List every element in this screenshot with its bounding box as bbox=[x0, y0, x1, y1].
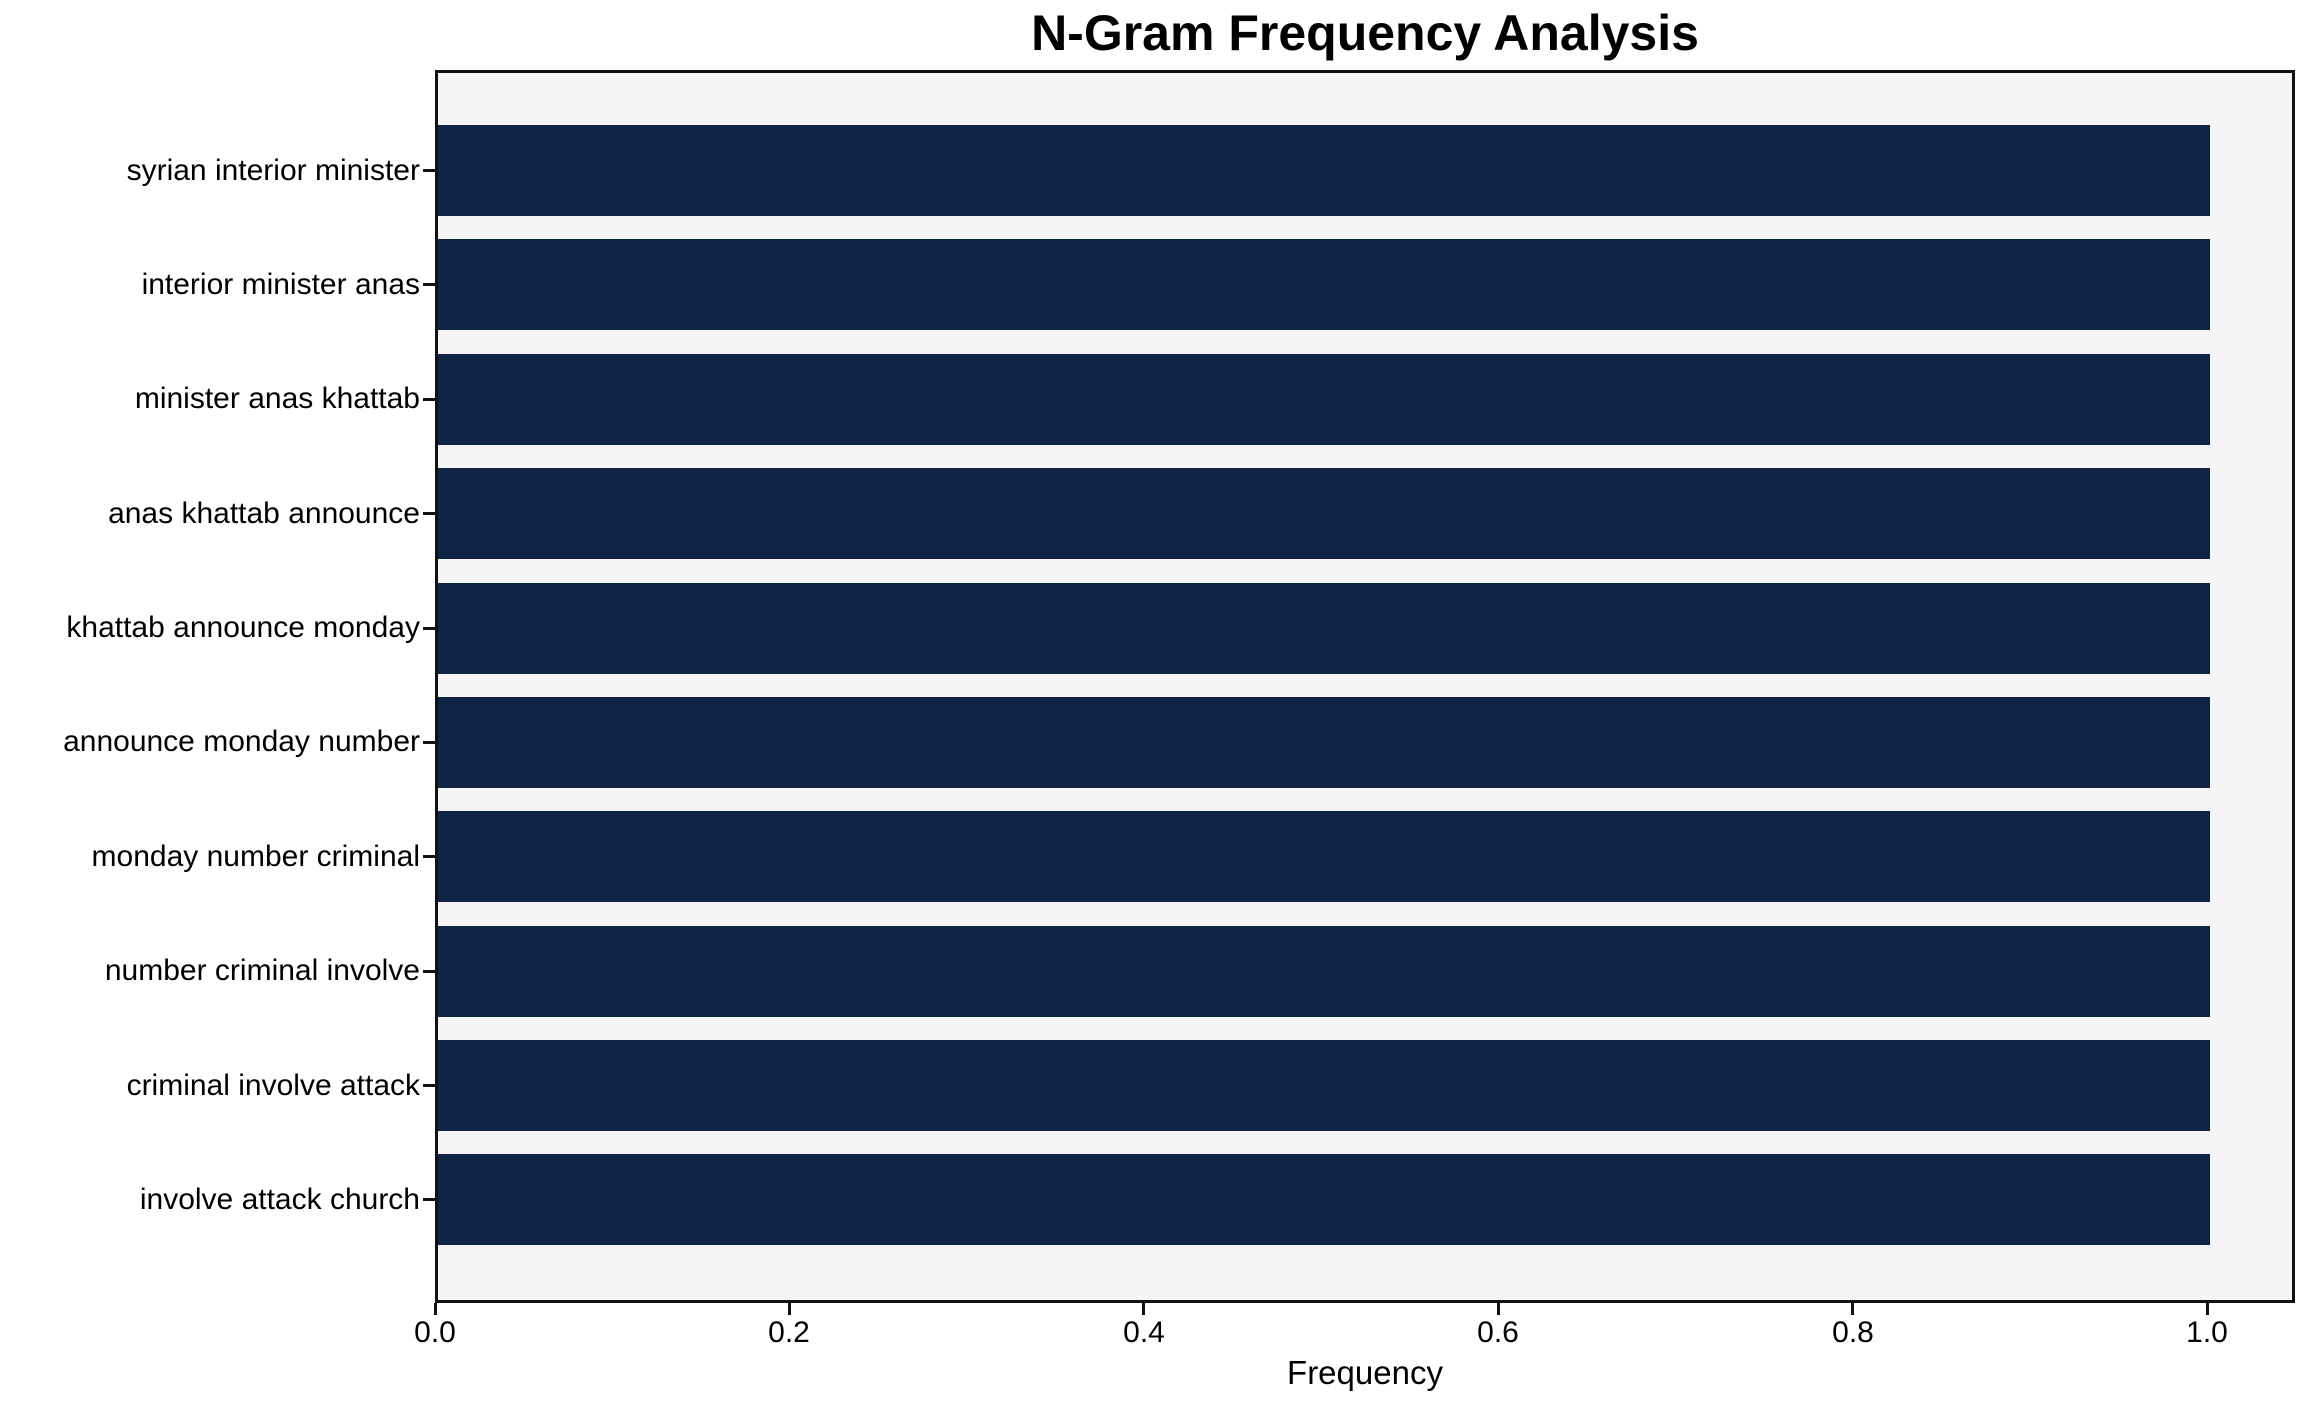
bar bbox=[438, 1040, 2210, 1131]
y-tick-label: number criminal involve bbox=[104, 954, 420, 987]
y-tick-label: minister anas khattab bbox=[134, 382, 420, 415]
bar bbox=[438, 125, 2210, 216]
plot-area bbox=[435, 70, 2295, 1303]
y-tick-mark bbox=[423, 398, 435, 401]
chart-title: N-Gram Frequency Analysis bbox=[1031, 5, 1699, 61]
y-tick-label: khattab announce monday bbox=[66, 611, 420, 644]
x-tick-mark bbox=[788, 1303, 791, 1315]
x-tick-label: 1.0 bbox=[2186, 1316, 2228, 1349]
bar bbox=[438, 697, 2210, 788]
y-tick-mark bbox=[423, 970, 435, 973]
y-tick-mark bbox=[423, 1084, 435, 1087]
x-tick-label: 0.8 bbox=[1832, 1316, 1874, 1349]
y-tick-label: anas khattab announce bbox=[108, 497, 420, 530]
y-tick-mark bbox=[423, 512, 435, 515]
bar bbox=[438, 811, 2210, 902]
x-tick-mark bbox=[2206, 1303, 2209, 1315]
x-tick-mark bbox=[434, 1303, 437, 1315]
x-tick-label: 0.0 bbox=[414, 1316, 456, 1349]
y-tick-mark bbox=[423, 283, 435, 286]
x-tick-label: 0.2 bbox=[768, 1316, 810, 1349]
x-tick-mark bbox=[1142, 1303, 1145, 1315]
y-tick-label: involve attack church bbox=[139, 1183, 420, 1216]
y-tick-mark bbox=[423, 169, 435, 172]
bar bbox=[438, 926, 2210, 1017]
y-tick-mark bbox=[423, 741, 435, 744]
y-tick-label: monday number criminal bbox=[91, 840, 420, 873]
bar bbox=[438, 468, 2210, 559]
bar bbox=[438, 583, 2210, 674]
bar bbox=[438, 239, 2210, 330]
y-tick-label: syrian interior minister bbox=[126, 154, 420, 187]
y-tick-mark bbox=[423, 855, 435, 858]
y-tick-mark bbox=[423, 1198, 435, 1201]
bar bbox=[438, 1154, 2210, 1245]
y-tick-label: interior minister anas bbox=[141, 268, 420, 301]
y-tick-label: announce monday number bbox=[63, 725, 420, 758]
x-axis-label: Frequency bbox=[1287, 1354, 1443, 1391]
bar bbox=[438, 354, 2210, 445]
y-tick-mark bbox=[423, 627, 435, 630]
x-tick-label: 0.6 bbox=[1477, 1316, 1519, 1349]
x-tick-mark bbox=[1851, 1303, 1854, 1315]
x-tick-mark bbox=[1497, 1303, 1500, 1315]
y-tick-label: criminal involve attack bbox=[126, 1069, 420, 1102]
x-tick-label: 0.4 bbox=[1123, 1316, 1165, 1349]
